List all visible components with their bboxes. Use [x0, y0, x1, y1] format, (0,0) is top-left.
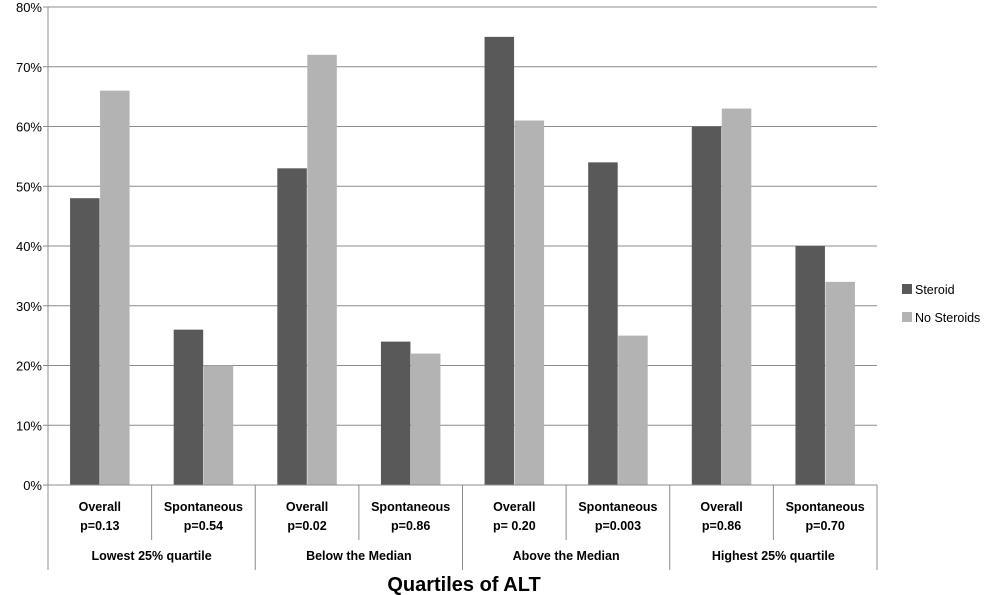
- y-tick-label: 80%: [16, 0, 42, 15]
- group-label: Lowest 25% quartile: [92, 549, 212, 563]
- legend-label: No Steroids: [915, 311, 980, 325]
- category-p-value: p=0.54: [184, 519, 223, 533]
- bar: [173, 329, 204, 485]
- bar: [203, 365, 234, 485]
- y-tick-label: 30%: [16, 299, 42, 314]
- category-p-value: p=0.003: [595, 519, 641, 533]
- category-p-value: p=0.13: [80, 519, 119, 533]
- legend-swatch: [902, 312, 912, 322]
- bar: [100, 90, 130, 486]
- y-tick-label: 70%: [16, 60, 42, 75]
- bar: [70, 198, 100, 485]
- x-axis-title: Quartiles of ALT: [387, 574, 540, 595]
- category-p-value: p=0.86: [702, 519, 741, 533]
- category-p-value: p=0.86: [391, 519, 430, 533]
- group-label: Above the Median: [513, 549, 620, 563]
- legend: Steroid No Steroids: [902, 283, 980, 325]
- category-label: Overall: [79, 500, 121, 514]
- y-tick-label: 60%: [16, 120, 42, 135]
- category-p-value: p= 0.20: [493, 519, 536, 533]
- bar: [307, 54, 337, 486]
- x-axis: Overall p=0.13 Spontaneous p=0.54 Overall p=0…: [47, 484, 878, 570]
- category-p-value: p=0.02: [287, 519, 326, 533]
- y-tick-label: 10%: [16, 418, 42, 433]
- bar: [380, 341, 411, 485]
- category-label: Overall: [493, 500, 535, 514]
- category-label: Spontaneous: [786, 500, 865, 514]
- category-label: Overall: [286, 500, 328, 514]
- category-label: Spontaneous: [371, 500, 450, 514]
- bar: [795, 246, 825, 485]
- category-p-value: p=0.70: [806, 519, 845, 533]
- bar: [691, 126, 722, 485]
- bar: [618, 335, 648, 485]
- gridlines: [48, 6, 877, 426]
- y-tick-label: 50%: [16, 179, 42, 194]
- category-label: Spontaneous: [578, 500, 657, 514]
- group-label: Highest 25% quartile: [712, 549, 835, 563]
- bar: [514, 120, 545, 486]
- bar: [825, 281, 855, 485]
- y-tick-label: 20%: [16, 359, 42, 374]
- bar: [277, 168, 307, 485]
- bar: [588, 162, 618, 485]
- y-axis-ticks: 0% 10% 20% 30% 40% 50% 60% 70% 80%: [16, 0, 49, 493]
- legend-label: Steroid: [915, 283, 955, 297]
- group-label: Below the Median: [306, 549, 412, 563]
- bar: [410, 353, 441, 485]
- y-tick-label: 0%: [23, 478, 42, 493]
- y-tick-label: 40%: [16, 239, 42, 254]
- bars: [70, 36, 855, 486]
- bar: [721, 108, 752, 485]
- bar: [484, 36, 515, 485]
- category-label: Overall: [700, 500, 742, 514]
- legend-swatch: [902, 284, 912, 294]
- category-label: Spontaneous: [164, 500, 243, 514]
